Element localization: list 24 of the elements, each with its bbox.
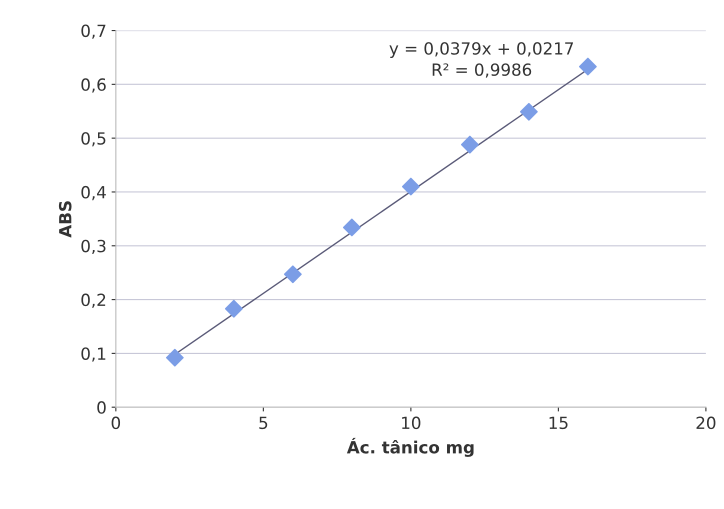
y-tick-label: 0,4 bbox=[81, 186, 106, 200]
point bbox=[460, 136, 479, 154]
x-tick-label: 20 bbox=[696, 416, 716, 430]
point bbox=[342, 218, 361, 236]
x-axis-title: Ác. tânico mg bbox=[346, 438, 474, 457]
y-tick-label: 0,2 bbox=[81, 294, 106, 308]
y-axis-title: ABS bbox=[58, 201, 72, 238]
x-tick-label: 15 bbox=[550, 416, 568, 430]
annotation: y = 0,0379x + 0,0217 R² = 0,9986 bbox=[389, 42, 573, 78]
y-tick-label: 0,6 bbox=[81, 78, 106, 93]
x-tick-label: 0 bbox=[112, 416, 120, 430]
point bbox=[224, 300, 243, 318]
x-tick-label: 10 bbox=[402, 416, 420, 430]
x-tick-label: 5 bbox=[259, 416, 268, 430]
y-tick-label: 0,1 bbox=[81, 347, 106, 362]
point bbox=[166, 348, 184, 367]
point bbox=[520, 102, 538, 121]
y-tick-label: 0,3 bbox=[81, 240, 106, 254]
point bbox=[284, 265, 302, 284]
y-tick-label: 0 bbox=[97, 401, 106, 414]
point bbox=[402, 178, 420, 196]
y-tick-label: 0,5 bbox=[81, 132, 106, 146]
point bbox=[578, 58, 597, 76]
y-tick-label: 0,7 bbox=[81, 24, 106, 39]
